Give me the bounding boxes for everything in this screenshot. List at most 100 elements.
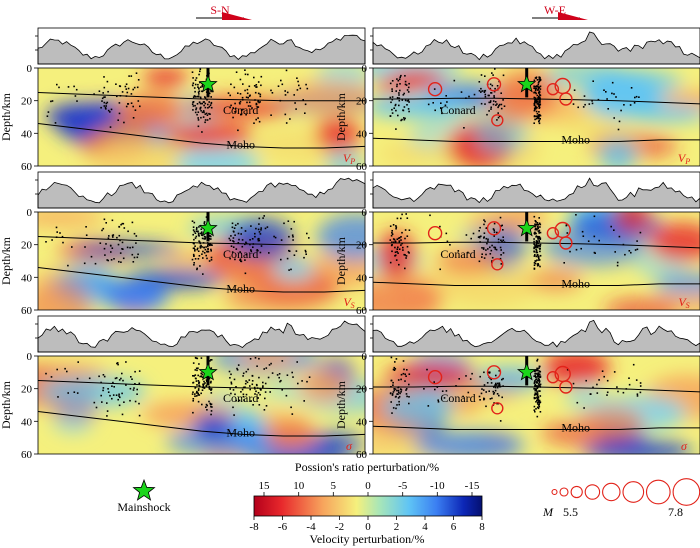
earthquake-dot	[258, 237, 260, 240]
earthquake-dot	[210, 359, 212, 361]
earthquake-dot	[534, 244, 536, 246]
earthquake-dot	[501, 240, 503, 243]
earthquake-dot	[191, 71, 194, 73]
earthquake-dot	[112, 381, 114, 384]
earthquake-dot	[633, 102, 636, 104]
earthquake-dot	[394, 104, 397, 107]
earthquake-dot	[88, 377, 91, 380]
earthquake-dot	[605, 91, 607, 93]
earthquake-dot	[118, 260, 120, 263]
earthquake-dot	[260, 245, 263, 247]
earthquake-dot	[538, 120, 540, 123]
earthquake-dot	[201, 237, 204, 240]
earthquake-dot	[136, 256, 139, 259]
earthquake-dot	[630, 251, 632, 254]
mainshock-star-icon	[517, 362, 537, 381]
earthquake-dot	[194, 90, 196, 93]
earthquake-dot	[500, 225, 502, 227]
earthquake-dot	[538, 222, 541, 225]
earthquake-dot	[404, 229, 407, 231]
earthquake-dot	[203, 386, 205, 389]
earthquake-dot	[111, 247, 114, 249]
earthquake-dot	[484, 95, 487, 98]
earthquake-dot	[253, 85, 256, 87]
earthquake-dot	[538, 257, 540, 259]
earthquake-dot	[290, 228, 293, 230]
earthquake-dot	[489, 100, 492, 102]
earthquake-dot	[393, 369, 396, 371]
earthquake-dot	[296, 361, 298, 363]
earthquake-dot	[254, 232, 256, 235]
earthquake-dot	[502, 377, 504, 380]
earthquake-dot	[628, 250, 631, 252]
earthquake-dot	[194, 395, 196, 397]
earthquake-dot	[537, 373, 539, 376]
earthquake-dot	[198, 101, 201, 104]
earthquake-dot	[391, 88, 393, 90]
earthquake-dot	[535, 236, 537, 238]
earthquake-dot	[496, 393, 499, 395]
earthquake-dot	[397, 379, 400, 381]
earthquake-dot	[392, 381, 394, 384]
earthquake-dot	[472, 232, 475, 235]
earthquake-dot	[490, 108, 492, 110]
earthquake-dot	[194, 232, 197, 234]
earthquake-dot	[202, 101, 205, 103]
earthquake-dot	[583, 95, 586, 97]
mainshock-star-icon	[198, 218, 218, 237]
earthquake-dot	[533, 262, 536, 264]
earthquake-dot	[270, 89, 272, 92]
earthquake-dot	[495, 384, 498, 386]
velocity-tick-label: -4	[306, 521, 316, 533]
earthquake-dot	[536, 358, 539, 361]
large-event-circle	[491, 114, 504, 127]
earthquake-dot	[235, 107, 237, 110]
earthquake-dot	[398, 395, 401, 398]
earthquake-dot	[100, 381, 102, 384]
large-event-circle	[491, 258, 504, 271]
earthquake-dot	[209, 360, 211, 362]
earthquake-dot	[502, 99, 504, 101]
earthquake-dot	[198, 226, 200, 228]
earthquake-dot	[288, 269, 290, 271]
plot-frame	[372, 211, 700, 311]
earthquake-dot	[285, 69, 288, 72]
earthquake-dot	[297, 80, 299, 83]
earthquake-dot	[265, 367, 268, 369]
earthquake-dot	[491, 84, 494, 87]
earthquake-dot	[401, 99, 404, 101]
earthquake-dot	[395, 226, 398, 229]
earthquake-dot	[533, 240, 535, 243]
earthquake-dot	[207, 243, 210, 246]
poisson-tick-label: 10	[293, 480, 305, 492]
earthquake-dot	[239, 102, 241, 105]
earthquake-dot	[494, 389, 497, 392]
earthquake-dot	[535, 385, 537, 387]
earthquake-dot	[203, 252, 206, 254]
y-tick-label: 0	[27, 351, 33, 363]
earthquake-dot	[139, 105, 141, 108]
earthquake-dot	[209, 235, 211, 237]
earthquake-dot	[396, 85, 398, 88]
earthquake-dot	[399, 388, 402, 390]
earthquake-dot	[101, 100, 103, 102]
earthquake-dot	[193, 230, 196, 233]
earthquake-dot	[533, 370, 536, 373]
earthquake-dot	[237, 222, 239, 225]
earthquake-dot	[495, 248, 498, 251]
earthquake-dot	[478, 230, 480, 232]
earthquake-dot	[538, 91, 540, 94]
earthquake-dot	[197, 117, 199, 119]
earthquake-dot	[485, 237, 488, 240]
y-tick-label: 40	[21, 416, 33, 428]
earthquake-dot	[534, 227, 537, 230]
earthquake-dot	[240, 109, 243, 111]
earthquake-dot	[58, 86, 60, 89]
earthquake-dot	[101, 97, 104, 100]
earthquake-dot	[244, 230, 247, 232]
earthquake-dot	[493, 90, 496, 93]
earthquake-dot	[391, 90, 393, 92]
earthquake-dot	[445, 232, 448, 235]
earthquake-dot	[402, 246, 404, 249]
earthquake-dot	[533, 79, 536, 82]
